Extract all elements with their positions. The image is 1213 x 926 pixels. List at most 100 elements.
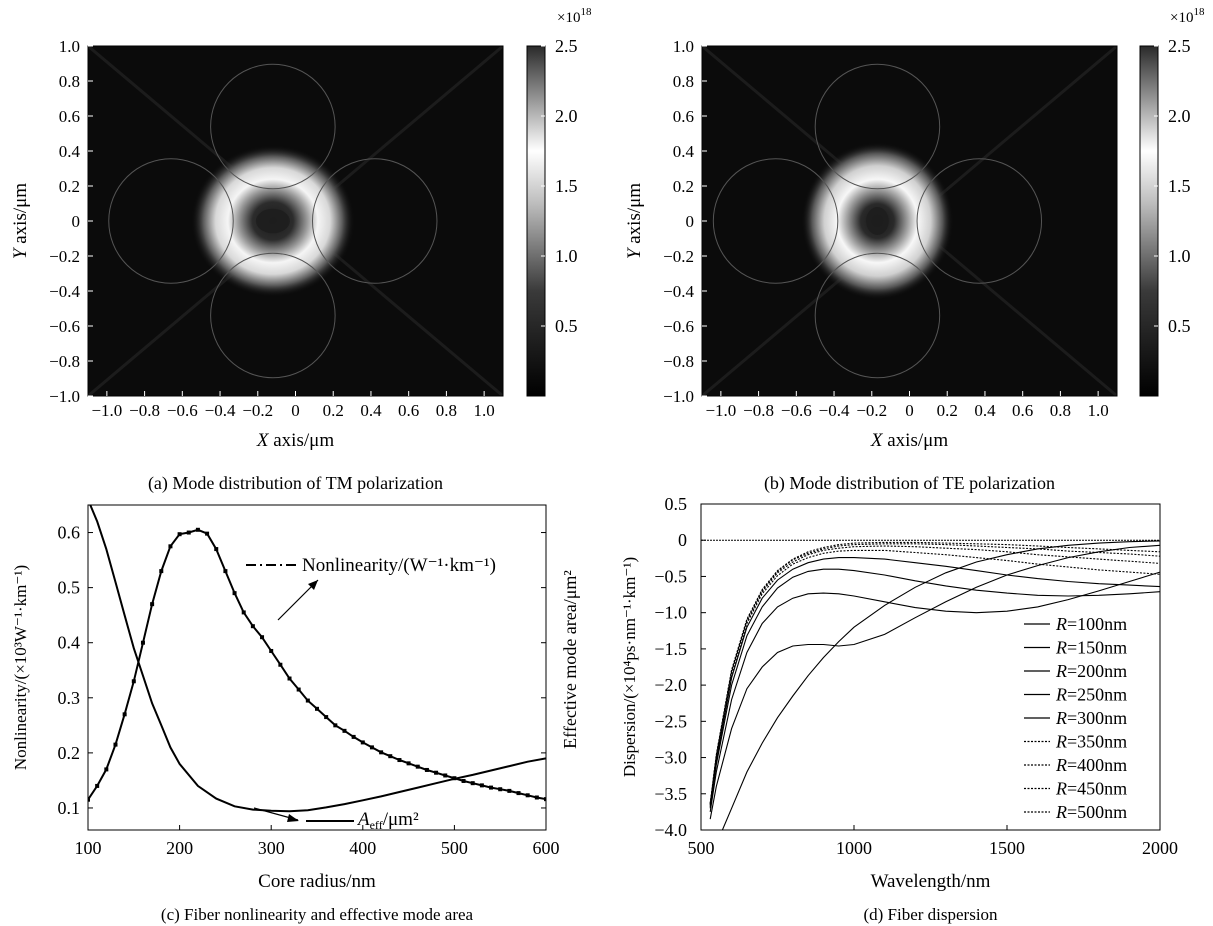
nonlinearity-point [498,787,503,792]
legend-label-var: R [1055,708,1067,728]
y-tick-label: −1.5 [654,639,687,659]
nonlinearity-point [406,761,411,766]
y-tick-label: −0.4 [49,282,80,301]
y-axis-label: Nonlinearity/(×10³W⁻¹·km⁻¹) [11,565,30,770]
y-tick-label: −0.2 [49,247,80,266]
colorbar-scale-base: ×10 [557,10,580,26]
nonlinearity-point [95,783,100,788]
legend-label: R=100nm [1055,614,1127,634]
dispersion-line-8 [709,541,1160,804]
colorbar-tick-label: 2.5 [1168,36,1191,56]
annotation-arrowhead-nonlinearity [308,580,318,590]
x-tick-label: −0.2 [856,401,887,420]
colorbar-tick-label: 0.5 [1168,316,1191,336]
dispersion-line-0 [721,540,1160,830]
nonlinearity-point [342,728,347,733]
x-tick-label: 1.0 [1088,401,1109,420]
nonlinearity-point [507,788,512,793]
legend-label-var: R [1055,638,1067,658]
nonlinearity-point [159,569,164,574]
nonlinearity-point [516,791,521,796]
core-boundary-arc [814,252,941,379]
panel-b-heatmap: −1.0 −0.8 −0.6 −0.4 −0.2 0 0.2 0.4 0.6 0.8 1.0 1.0 0… [624,6,1205,494]
y-tick-label: 0 [678,530,687,550]
x-tick-label: 0.8 [1050,401,1071,420]
y-axis-label: Y axis/μm [10,183,31,259]
legend-label-text: =350nm [1067,732,1127,752]
nonlinearity-point [333,723,338,728]
dispersion-line-7 [709,543,1160,804]
x-axis-label: X axis/μm [870,430,948,451]
x-tick-label: 0.4 [974,401,996,420]
y-tick-label: 0 [686,212,695,231]
y-tick-label: −0.6 [663,317,694,336]
series-group [701,539,1160,830]
x-axis-label: Core radius/nm [258,871,376,892]
y-tick-label: 0.8 [673,72,694,91]
legend-label-var: R [1055,779,1067,799]
x-tick-label: 1500 [989,838,1025,858]
y-tick-label: 1.0 [59,37,80,56]
y-tick-label: 0.3 [58,688,81,708]
nonlinearity-point [168,544,173,549]
legend-label-var: R [1055,614,1067,634]
y-tick-label: 0.1 [58,798,81,818]
nonlinearity-point [232,591,237,596]
x-tick-label: 0 [905,401,914,420]
nonlinearity-point [379,750,384,755]
y-tick-label: −0.2 [663,247,694,266]
y-tick-label: 1.0 [673,37,694,56]
legend-label-var: R [1055,732,1067,752]
x-axis-label-var: X [256,430,270,451]
colorbar-tick-label: 2.0 [1168,106,1191,126]
core-boundary-arc [108,158,234,284]
panel-caption: (c) Fiber nonlinearity and effective mod… [161,905,474,924]
y-tick-label: −1.0 [49,387,80,406]
y-axis-label-var: Y [624,246,645,259]
legend-label-text: =150nm [1067,638,1127,658]
panel-caption: (d) Fiber dispersion [863,905,998,924]
right-y-axis-label: Effective mode area/μm² [560,570,580,749]
colorbar-tick-label: 0.5 [555,316,578,336]
x-tick-label: 0.8 [436,401,457,420]
x-tick-label: 400 [349,838,376,858]
dispersion-line-2 [709,571,1160,812]
x-tick-label: −0.4 [819,401,850,420]
nonlinearity-point [470,781,475,786]
nonlinearity-point [351,734,356,739]
x-tick-label: 0.4 [360,401,382,420]
nonlinearity-point [525,793,530,798]
x-tick-label: 0 [291,401,300,420]
x-tick-label: 0.6 [1012,401,1033,420]
x-tick-label: −0.8 [743,401,774,420]
nonlinearity-point [104,767,109,772]
colorbar-scale-exp: 18 [1193,6,1205,18]
legend-aeff-sub: eff [370,818,383,832]
colorbar-tick-label: 1.0 [555,246,578,266]
x-tick-label: 1.0 [474,401,495,420]
x-tick-label: 0.2 [323,401,344,420]
colorbar-tick-label: 1.0 [1168,246,1191,266]
x-tick-label: 1000 [836,838,872,858]
y-tick-label: 0.6 [673,107,694,126]
nonlinearity-point [544,797,546,802]
legend-label: R=500nm [1055,802,1127,822]
nonlinearity-point [214,547,219,552]
x-tick-label: 0.6 [398,401,419,420]
nonlinearity-point [415,764,420,769]
colorbar-tick-label: 2.5 [555,36,578,56]
y-tick-label: 0.6 [59,107,80,126]
y-tick-label: 0.5 [58,578,81,598]
nonlinearity-point [150,602,155,607]
legend-label-aeff: Aeff/μm² [356,809,419,832]
y-tick-label: −1.0 [654,603,687,623]
legend-label-text: =450nm [1067,779,1127,799]
colorbar [526,45,546,397]
y-axis-label: Dispersion/(×10⁴ps·nm⁻¹·km⁻¹) [620,557,639,777]
nonlinearity-point [195,527,200,532]
x-axis-label-text: axis/μm [883,430,949,451]
x-tick-label: 300 [258,838,285,858]
y-tick-label: −4.0 [654,820,687,840]
y-tick-label: −3.5 [654,784,687,804]
